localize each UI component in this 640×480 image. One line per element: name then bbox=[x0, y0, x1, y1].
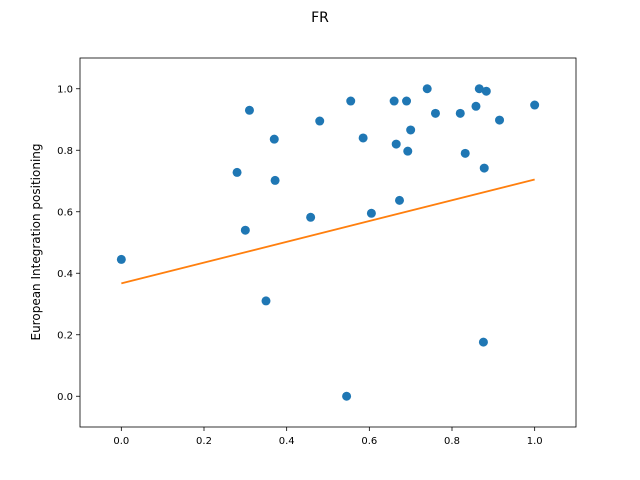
scatter-point-20 bbox=[430, 108, 440, 118]
scatter-point-15 bbox=[395, 195, 405, 205]
scatter-point-17 bbox=[403, 146, 413, 156]
y-tick-label-0: 0.0 bbox=[57, 392, 73, 403]
scatter-point-16 bbox=[402, 96, 412, 106]
x-tick-label-2: 0.4 bbox=[279, 436, 295, 447]
scatter-point-18 bbox=[406, 125, 416, 135]
y-tick-label-1: 0.2 bbox=[57, 330, 73, 341]
trend-line bbox=[121, 178, 535, 285]
scatter-point-4 bbox=[261, 296, 271, 306]
scatter-point-26 bbox=[479, 163, 489, 173]
y-tick-label-4: 0.8 bbox=[57, 146, 73, 157]
scatter-point-9 bbox=[342, 391, 352, 401]
scatter-point-11 bbox=[358, 133, 368, 143]
scatter-point-13 bbox=[389, 96, 399, 106]
scatter-point-28 bbox=[495, 115, 505, 125]
x-tick-label-3: 0.6 bbox=[361, 436, 377, 447]
x-tick-label-5: 1.0 bbox=[527, 436, 543, 447]
y-tick-label-5: 1.0 bbox=[57, 84, 73, 95]
chart-title: FR bbox=[311, 10, 329, 26]
scatter-point-8 bbox=[315, 116, 325, 126]
x-tick-label-4: 0.8 bbox=[444, 436, 460, 447]
scatter-point-7 bbox=[306, 212, 316, 222]
scatter-point-25 bbox=[478, 337, 488, 347]
scatter-point-1 bbox=[232, 167, 242, 177]
scatter-point-23 bbox=[471, 101, 481, 111]
scatter-point-10 bbox=[346, 96, 356, 106]
x-tick-label-1: 0.2 bbox=[196, 436, 212, 447]
scatter-point-3 bbox=[244, 105, 254, 115]
scatter-point-2 bbox=[240, 225, 250, 235]
scatter-point-21 bbox=[455, 108, 465, 118]
scatter-point-22 bbox=[460, 148, 470, 158]
y-tick-label-3: 0.6 bbox=[57, 207, 73, 218]
scatter-point-6 bbox=[270, 175, 280, 185]
scatter-point-29 bbox=[530, 100, 540, 110]
scatter-point-24 bbox=[474, 84, 484, 94]
scatter-point-27 bbox=[481, 86, 491, 96]
scatter-point-12 bbox=[366, 208, 376, 218]
scatter-point-19 bbox=[422, 84, 432, 94]
x-tick-label-0: 0.0 bbox=[113, 436, 129, 447]
scatter-point-0 bbox=[116, 254, 126, 264]
y-tick-label-2: 0.4 bbox=[57, 269, 73, 280]
y-axis-title: European Integration positioning bbox=[29, 144, 43, 341]
scatter-point-14 bbox=[391, 139, 401, 149]
scatter-point-5 bbox=[269, 134, 279, 144]
plot-frame bbox=[79, 57, 577, 428]
